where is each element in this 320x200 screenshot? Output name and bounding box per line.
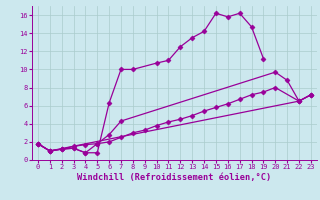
- X-axis label: Windchill (Refroidissement éolien,°C): Windchill (Refroidissement éolien,°C): [77, 173, 272, 182]
